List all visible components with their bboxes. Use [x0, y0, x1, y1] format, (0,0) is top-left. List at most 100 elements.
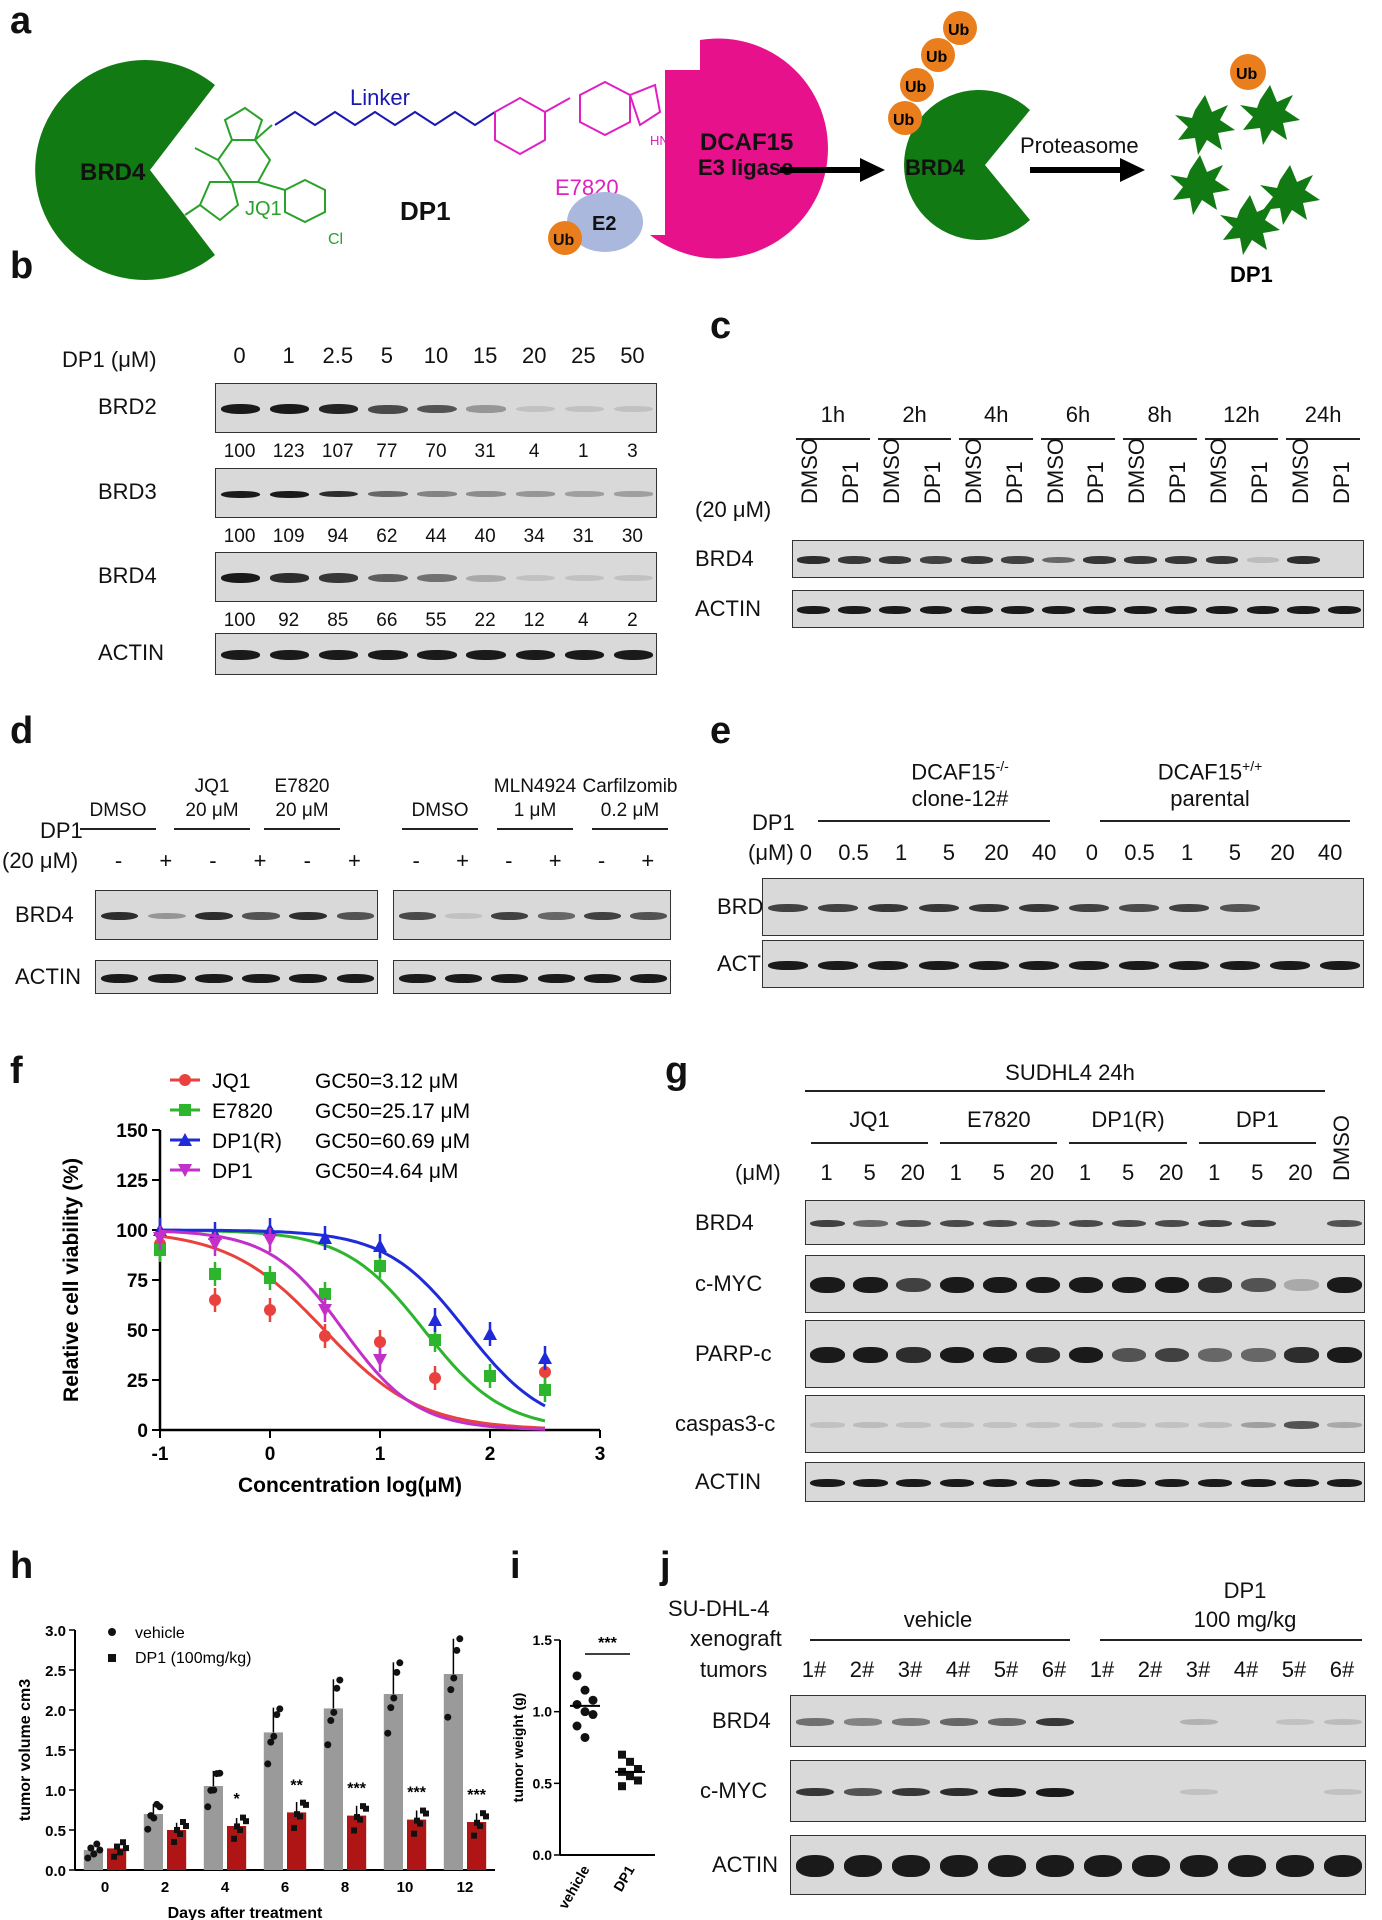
h-dot [93, 1840, 101, 1848]
band [960, 606, 994, 614]
brd4-pacman-left [35, 60, 215, 281]
f-x-tick-label: 0 [265, 1444, 276, 1465]
band [195, 911, 233, 921]
h-dot [363, 1805, 369, 1812]
band [982, 1277, 1018, 1293]
f-point-DP1(R) [428, 1313, 442, 1326]
f-legend-gc50: GC50=4.64 μM [315, 1160, 458, 1183]
h-dot [474, 1819, 480, 1826]
d-group-sub: 20 μM [185, 800, 239, 821]
ub-label-2: Ub [926, 49, 948, 66]
d-group-name: DMSO [89, 800, 147, 821]
panel-label-f: f [10, 1050, 23, 1092]
j-lane-label: 2# [1137, 1657, 1163, 1682]
band [220, 573, 261, 583]
band [1111, 1479, 1147, 1487]
band [1319, 960, 1360, 970]
band [1179, 1855, 1219, 1877]
d-group-sub: 20 μM [275, 800, 329, 821]
g-conc-label: 5 [863, 1160, 876, 1185]
band [515, 405, 555, 413]
band [768, 903, 809, 913]
band [1083, 1855, 1123, 1877]
band [1025, 1479, 1061, 1487]
h-dot [384, 1729, 392, 1737]
band [491, 973, 529, 983]
band [1069, 960, 1110, 970]
h-dot [411, 1830, 417, 1837]
h-dot [393, 1668, 401, 1676]
band [583, 973, 622, 983]
band [939, 1219, 974, 1228]
i-y-tick-label: 1.0 [533, 1704, 553, 1720]
band [319, 573, 359, 583]
h-dot [156, 1803, 164, 1811]
h-dot [423, 1810, 429, 1817]
band [1205, 606, 1239, 614]
band [1083, 606, 1116, 614]
band [939, 1855, 979, 1877]
band [564, 491, 604, 497]
band [818, 903, 859, 913]
g-blot-brd4 [805, 1200, 1365, 1245]
f-legend-marker [179, 1074, 191, 1086]
f-legend-gc50: GC50=60.69 μM [315, 1130, 470, 1153]
c-time-label: 4h [984, 402, 1009, 427]
band [1111, 1219, 1147, 1228]
band [515, 650, 555, 660]
h-x-axis-label: Days after treatment [168, 1905, 323, 1920]
h-y-tick-label: 1.0 [45, 1783, 66, 1800]
panel-label-c: c [710, 305, 732, 347]
band [613, 650, 654, 660]
b-header: DP1 (μM) [62, 347, 157, 372]
e-ko-sub: clone-12# [911, 786, 1009, 811]
band [613, 405, 654, 413]
band [242, 973, 280, 983]
band [1327, 1422, 1362, 1428]
panel-i-chart: 0.0 0.5 1.0 1.5 tumor weight (g) vehicle DP1 **… [510, 1632, 655, 1912]
band [982, 1479, 1018, 1487]
band [1275, 1855, 1315, 1877]
band [242, 912, 280, 920]
c-time-bracket [796, 438, 870, 440]
band [810, 1479, 845, 1487]
band [1327, 1219, 1362, 1227]
d-sign: - [303, 848, 311, 873]
band [1068, 1479, 1104, 1487]
brd4-pacman-right [904, 90, 1030, 241]
band [195, 973, 233, 983]
h-significance: ** [290, 1777, 303, 1794]
g-blot-actin [805, 1462, 1365, 1502]
g-row-label: BRD4 [695, 1209, 754, 1235]
band [795, 1787, 835, 1797]
h-dot [351, 1827, 357, 1834]
band [1269, 960, 1310, 970]
e-conc-label: 5 [942, 840, 955, 865]
band [896, 1422, 931, 1428]
b-quant-value: 3 [627, 441, 638, 462]
i-point-dp1 [634, 1776, 642, 1785]
c-lane-label: DP1 [1083, 461, 1109, 504]
band [466, 650, 506, 660]
h-dot [327, 1717, 335, 1725]
h-dot [231, 1835, 237, 1842]
ub-label-free: Ub [1236, 66, 1258, 83]
band [918, 903, 959, 913]
h-significance: *** [467, 1787, 486, 1804]
band [1083, 556, 1116, 564]
b-conc-label: 2.5 [322, 343, 354, 368]
band [1179, 1718, 1219, 1726]
b-row-label: BRD2 [98, 394, 157, 419]
band [1327, 1479, 1362, 1487]
brd4-right-label: BRD4 [905, 155, 966, 180]
b-quant-value: 34 [523, 526, 545, 547]
d-sign: - [114, 848, 123, 873]
band [810, 1277, 845, 1293]
band [810, 1422, 845, 1428]
band [1219, 904, 1260, 912]
panel-label-d: d [10, 710, 34, 752]
band [336, 973, 375, 983]
e-conc-label: 5 [1228, 840, 1241, 865]
h-bar-vehicle [443, 1674, 463, 1870]
b-quant-value: 44 [425, 526, 447, 547]
